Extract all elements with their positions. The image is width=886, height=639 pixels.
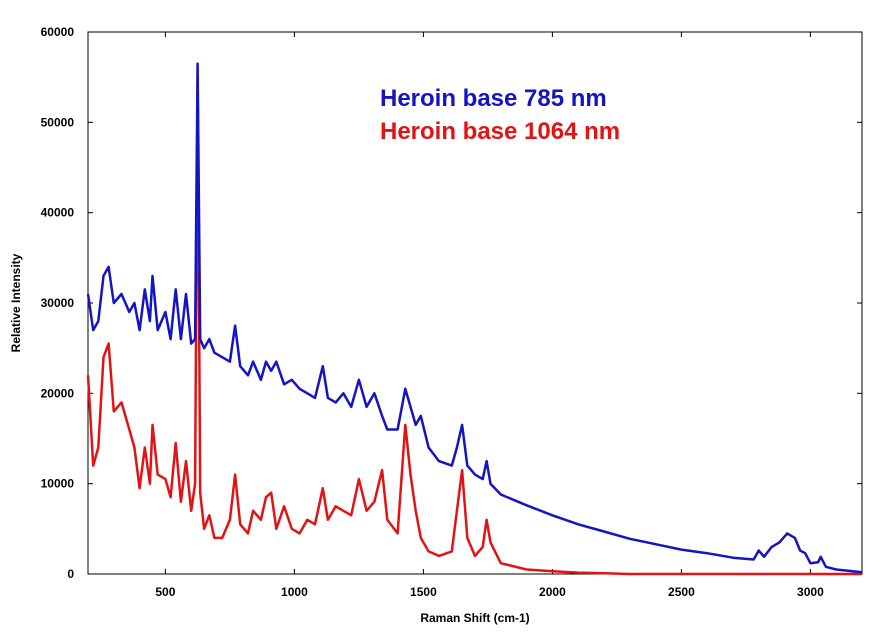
y-tick-label: 10000 [41,477,75,491]
x-tick-label: 2500 [668,585,695,599]
plot-frame [87,31,863,575]
y-tick-label: 60000 [41,25,75,39]
y-tick-label: 50000 [41,115,75,129]
x-tick-label: 2000 [539,585,566,599]
x-tick-label: 1000 [281,585,308,599]
x-axis-title: Raman Shift (cm-1) [420,611,529,625]
x-tick-label: 500 [155,585,175,599]
y-tick-label: 40000 [41,206,75,220]
y-tick-label: 0 [67,567,74,581]
spectrum-line [86,75,862,576]
legend-entry: Heroin base 785 nm [380,85,607,112]
y-axis-title: Relative Intensity [9,253,23,352]
spectrum-line [86,62,863,574]
y-tick-label: 20000 [41,386,75,400]
y-tick-label: 30000 [41,296,75,310]
x-tick-label: 1500 [410,585,437,599]
legend-entry: Heroin base 1064 nm [380,118,620,145]
x-tick-label: 3000 [797,585,824,599]
